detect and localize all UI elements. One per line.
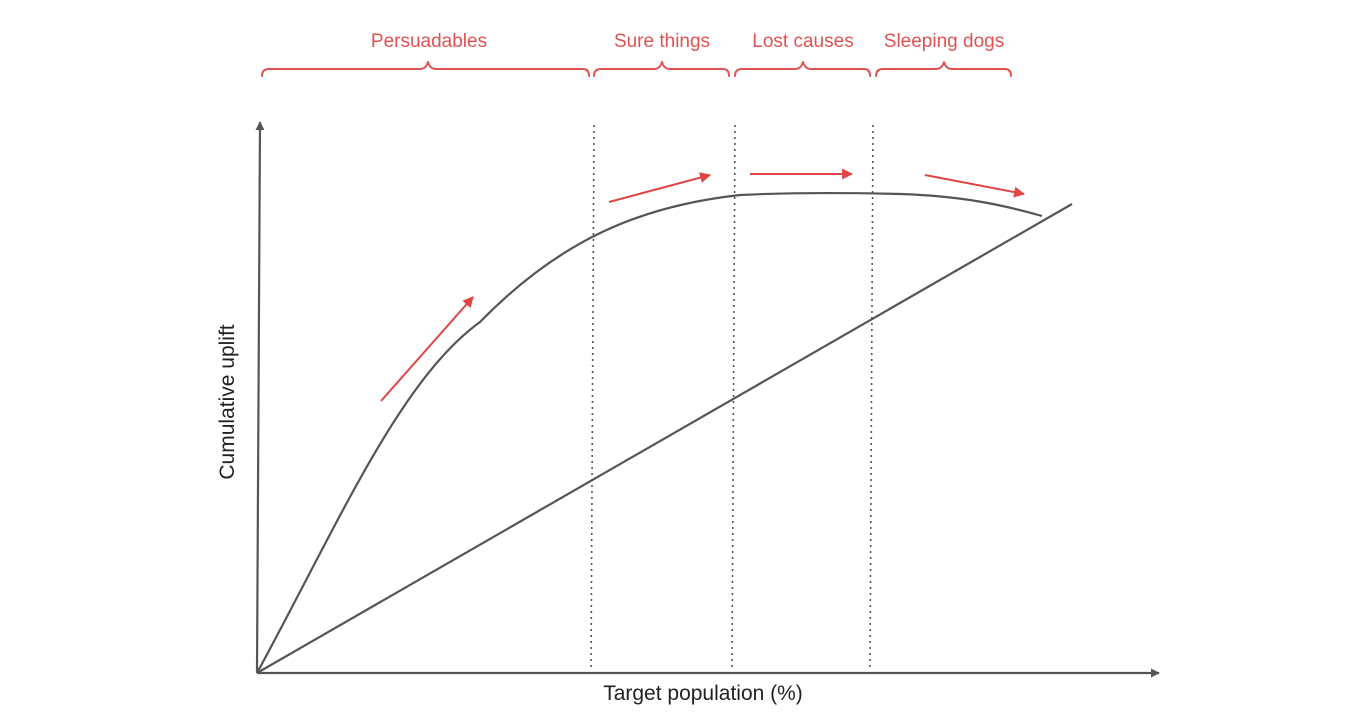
- segment-divider-2: [731, 124, 736, 671]
- segment-label-persuadables: Persuadables: [371, 31, 487, 52]
- trend-arrow-sleeping-dogs: [924, 174, 1026, 198]
- segment-divider-1: [590, 124, 595, 671]
- segment-brace-persuadables: [261, 61, 590, 77]
- trend-arrow-sure-things: [608, 172, 712, 203]
- x-axis-label: Target population (%): [603, 682, 803, 705]
- random-baseline: [256, 203, 1073, 674]
- segment-label-lost-causes: Lost causes: [752, 31, 853, 52]
- uplift-curve: [256, 191, 1043, 674]
- segment-divider-3: [869, 124, 874, 671]
- segment-brace-sure-things: [593, 61, 730, 77]
- segment-brace-lost-causes: [734, 61, 871, 77]
- trend-arrow-persuadables: [380, 296, 474, 402]
- y-axis-label: Cumulative uplift: [216, 324, 239, 479]
- segment-label-sure-things: Sure things: [614, 31, 710, 52]
- y-axis: [255, 121, 265, 674]
- segment-brace-sleeping-dogs: [875, 61, 1012, 77]
- segment-label-sleeping-dogs: Sleeping dogs: [884, 31, 1004, 52]
